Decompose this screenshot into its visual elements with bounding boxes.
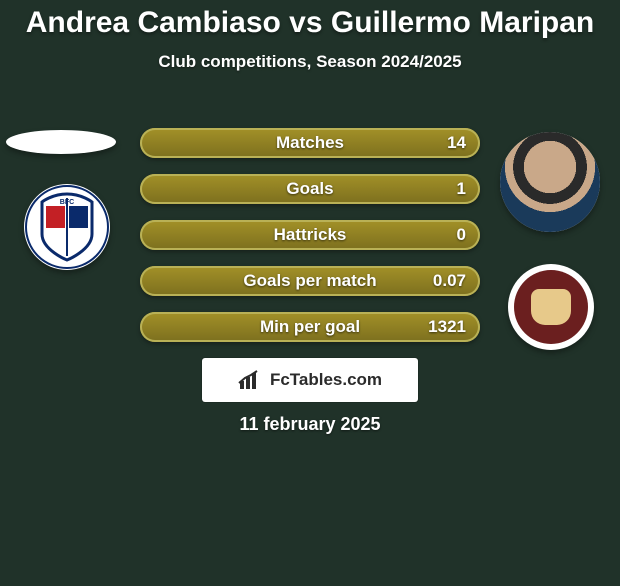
left-player-avatar [6, 130, 116, 154]
svg-text:BFC: BFC [60, 199, 74, 206]
fctables-logo: FcTables.com [202, 358, 418, 402]
stat-label: Hattricks [274, 225, 347, 245]
bar-chart-icon [238, 369, 264, 391]
stat-value: 1 [457, 179, 466, 199]
stat-value: 0.07 [433, 271, 466, 291]
right-player-avatar [500, 132, 600, 232]
stat-label: Goals [286, 179, 333, 199]
stat-label: Goals per match [243, 271, 376, 291]
stat-label: Min per goal [260, 317, 360, 337]
stat-row-matches: Matches 14 [140, 128, 480, 158]
page-title: Andrea Cambiaso vs Guillermo Maripan [0, 6, 620, 40]
comparison-card: Andrea Cambiaso vs Guillermo Maripan Clu… [0, 6, 620, 586]
stat-label: Matches [276, 133, 344, 153]
stat-row-goals-per-match: Goals per match 0.07 [140, 266, 480, 296]
right-club-badge [508, 264, 594, 350]
date-line: 11 february 2025 [0, 414, 620, 435]
stat-value: 1321 [428, 317, 466, 337]
stat-row-min-per-goal: Min per goal 1321 [140, 312, 480, 342]
stat-row-hattricks: Hattricks 0 [140, 220, 480, 250]
logo-text: FcTables.com [270, 370, 382, 390]
stat-value: 14 [447, 133, 466, 153]
stats-block: Matches 14 Goals 1 Hattricks 0 Goals per… [140, 128, 480, 358]
subtitle: Club competitions, Season 2024/2025 [0, 52, 620, 72]
stat-value: 0 [457, 225, 466, 245]
left-club-badge: BFC [24, 184, 110, 270]
stat-row-goals: Goals 1 [140, 174, 480, 204]
